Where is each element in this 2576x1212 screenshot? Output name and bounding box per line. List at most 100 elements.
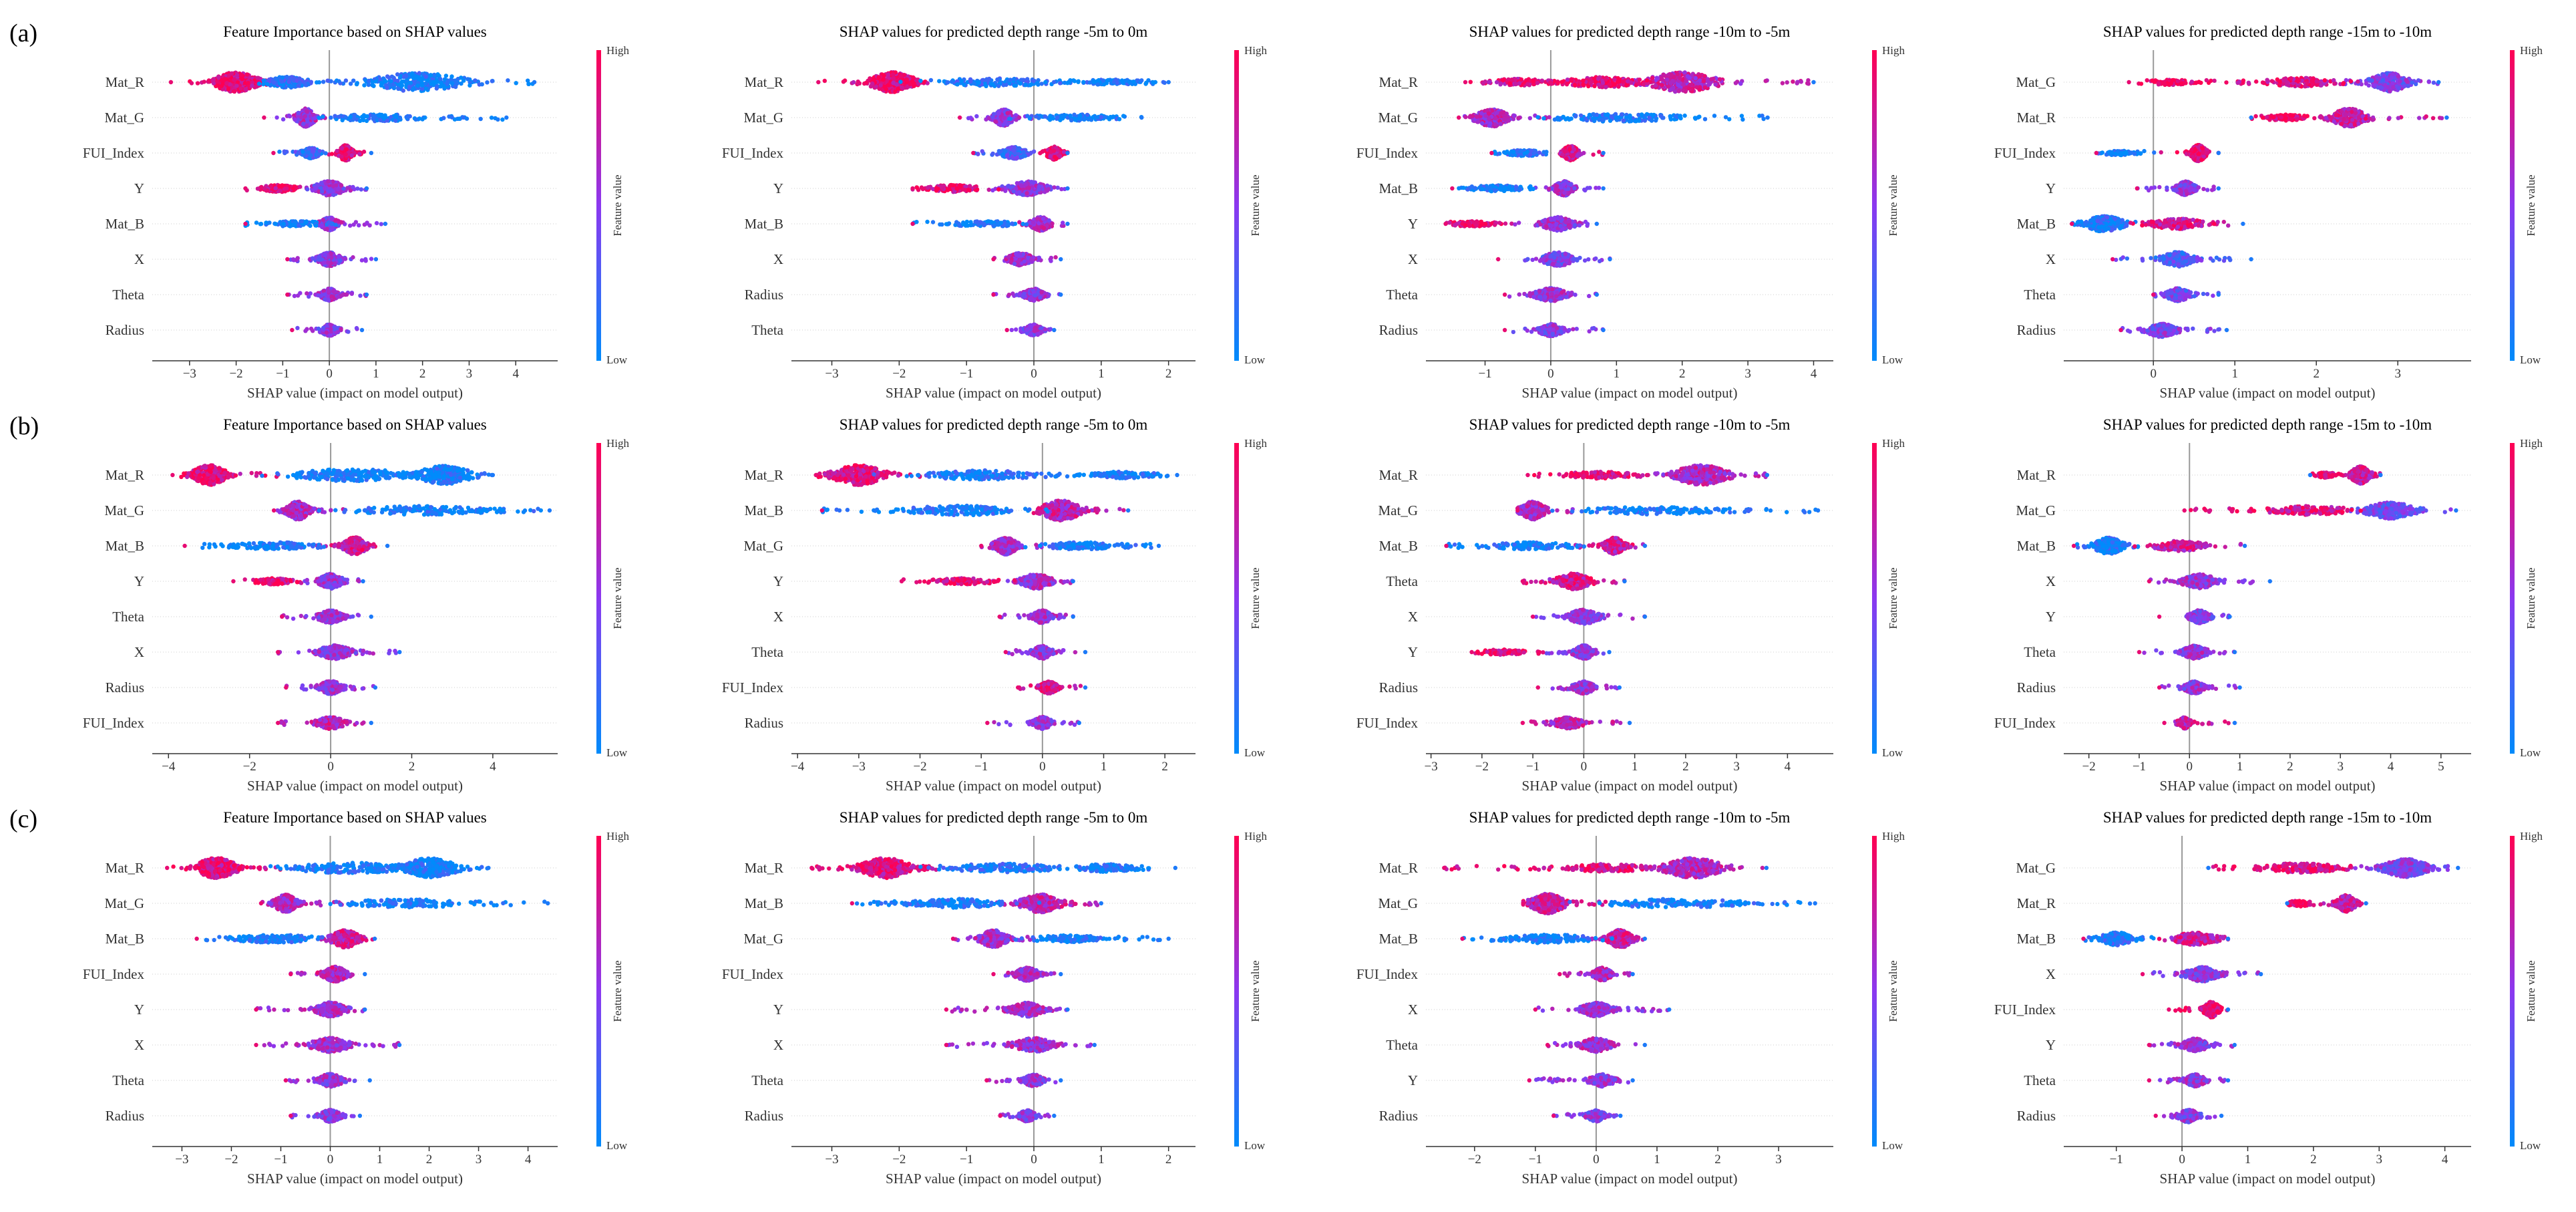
feature-label: X xyxy=(773,251,783,267)
shap-point xyxy=(1065,186,1070,191)
shap-point xyxy=(419,86,425,92)
shap-point xyxy=(949,80,954,84)
shap-point xyxy=(955,82,960,87)
shap-point xyxy=(321,325,326,330)
shap-panel: SHAP values for predicted depth range -5… xyxy=(722,23,1268,401)
shap-point xyxy=(489,116,494,120)
shap-point xyxy=(898,74,904,79)
shap-point xyxy=(298,184,303,189)
x-axis-label: SHAP value (impact on model output) xyxy=(247,385,463,401)
feature-label: Mat_R xyxy=(106,74,144,90)
shap-point xyxy=(315,152,320,157)
shap-point xyxy=(974,187,980,192)
shap-point xyxy=(405,115,410,120)
shap-point xyxy=(968,116,973,120)
shap-point xyxy=(362,83,367,88)
shap-point xyxy=(367,78,371,84)
shap-point xyxy=(423,81,428,86)
shap-point xyxy=(395,72,400,77)
shap-point xyxy=(1072,112,1077,117)
shap-point xyxy=(936,186,940,191)
shap-point xyxy=(216,75,221,80)
shap-point xyxy=(385,74,390,79)
shap-point xyxy=(878,83,883,88)
shap-point xyxy=(1012,76,1017,82)
shap-point xyxy=(1061,220,1065,225)
shap-point xyxy=(316,326,321,331)
shap-point xyxy=(338,259,343,263)
shap-point xyxy=(445,80,450,84)
shap-point xyxy=(410,88,415,92)
plot-title: SHAP values for predicted depth range -5… xyxy=(840,23,1148,40)
shap-point xyxy=(1039,82,1045,86)
shap-point xyxy=(1010,148,1016,152)
shap-point xyxy=(239,72,244,78)
shap-point xyxy=(379,222,383,226)
shap-point xyxy=(423,115,427,120)
shap-point xyxy=(900,86,905,91)
shap-point xyxy=(310,188,315,193)
shap-point xyxy=(864,80,869,86)
shap-point xyxy=(514,81,518,86)
shap-point xyxy=(1004,154,1010,158)
shap-point xyxy=(343,152,348,157)
shap-point xyxy=(322,261,327,265)
shap-point xyxy=(1023,154,1027,158)
feature-label: Mat_B xyxy=(745,216,783,232)
shap-point xyxy=(478,116,483,122)
shap-point xyxy=(434,86,439,91)
shap-point xyxy=(447,114,451,119)
shap-point xyxy=(997,122,1002,127)
shap-point xyxy=(325,226,329,231)
shap-point xyxy=(370,83,375,88)
shap-point xyxy=(1046,186,1051,192)
shap-point xyxy=(972,81,977,86)
shap-point xyxy=(423,86,428,91)
shap-point xyxy=(234,84,239,88)
shap-point xyxy=(974,114,979,119)
shap-point xyxy=(996,111,1001,116)
shap-point xyxy=(267,220,272,225)
shap-point xyxy=(329,221,334,226)
shap-point xyxy=(303,114,307,119)
shap-point xyxy=(1048,154,1053,159)
shap-point xyxy=(295,325,300,331)
shap-point xyxy=(369,257,374,261)
shap-point xyxy=(940,222,944,227)
shap-point xyxy=(1008,116,1013,122)
shap-point xyxy=(383,115,388,120)
shap-point xyxy=(339,154,344,159)
shap-point xyxy=(490,79,494,84)
shap-point xyxy=(1055,115,1060,120)
shap-point xyxy=(459,81,464,86)
shap-point xyxy=(884,87,889,92)
row-label: (a) xyxy=(9,19,37,47)
beeswarm-dots xyxy=(816,70,1171,337)
shap-point xyxy=(1103,114,1108,120)
shap-point xyxy=(310,256,315,261)
shap-point xyxy=(1041,216,1046,221)
shap-point xyxy=(261,82,266,87)
shap-point xyxy=(291,78,297,84)
shap-point xyxy=(905,85,910,90)
shap-point xyxy=(326,289,331,293)
feature-label: Radius xyxy=(106,322,144,338)
shap-point xyxy=(329,216,335,222)
shap-point xyxy=(968,79,973,84)
shap-point xyxy=(240,77,244,82)
shap-point xyxy=(383,79,387,84)
shap-point xyxy=(282,149,287,154)
shap-point xyxy=(419,83,425,88)
shap-point xyxy=(886,83,890,88)
shap-point xyxy=(1131,80,1136,84)
shap-point xyxy=(1095,82,1100,87)
shap-point xyxy=(364,292,369,297)
shap-point xyxy=(189,81,194,86)
shap-point xyxy=(412,73,417,78)
shap-point xyxy=(949,182,954,188)
shap-point xyxy=(423,74,428,80)
shap-point xyxy=(910,186,915,191)
shap-point xyxy=(285,292,290,297)
shap-point xyxy=(289,84,294,89)
shap-point xyxy=(930,220,936,224)
